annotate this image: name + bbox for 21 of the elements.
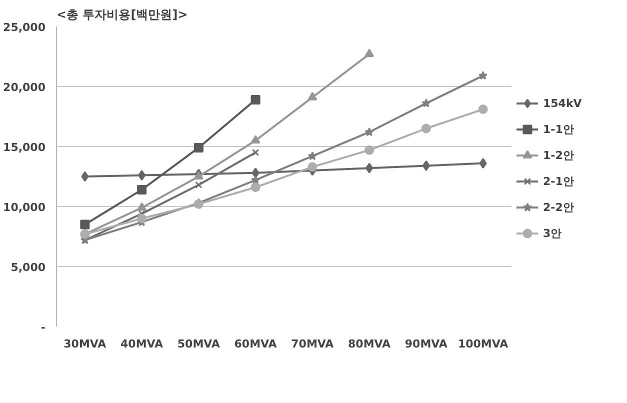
legend-label: 154kV: [543, 96, 582, 110]
x-tick-label: 90MVA: [404, 338, 448, 350]
legend-label: 3안: [543, 226, 563, 241]
x-tick-label: 40MVA: [120, 338, 164, 350]
legend-label: 1-2안: [543, 148, 574, 163]
chart-title: <총 투자비용[백만원]>: [56, 8, 188, 22]
y-tick-label: 10,000: [3, 201, 46, 214]
y-tick-label: 20,000: [3, 81, 46, 94]
y-tick-label: -: [40, 321, 46, 334]
y-tick-label: 5,000: [10, 261, 46, 274]
x-tick-label: 100MVA: [458, 338, 509, 350]
y-tick-label: 25,000: [3, 21, 46, 34]
legend-label: 2-1안: [543, 174, 574, 189]
x-tick-label: 50MVA: [177, 338, 220, 350]
x-tick-label: 30MVA: [64, 338, 107, 350]
legend-label: 2-2안: [543, 200, 574, 215]
legend-label: 1-1안: [543, 122, 574, 137]
x-tick-label: 60MVA: [234, 338, 278, 350]
x-tick-label: 80MVA: [348, 338, 392, 350]
x-tick-label: 70MVA: [291, 338, 334, 350]
y-tick-label: 15,000: [3, 141, 46, 154]
